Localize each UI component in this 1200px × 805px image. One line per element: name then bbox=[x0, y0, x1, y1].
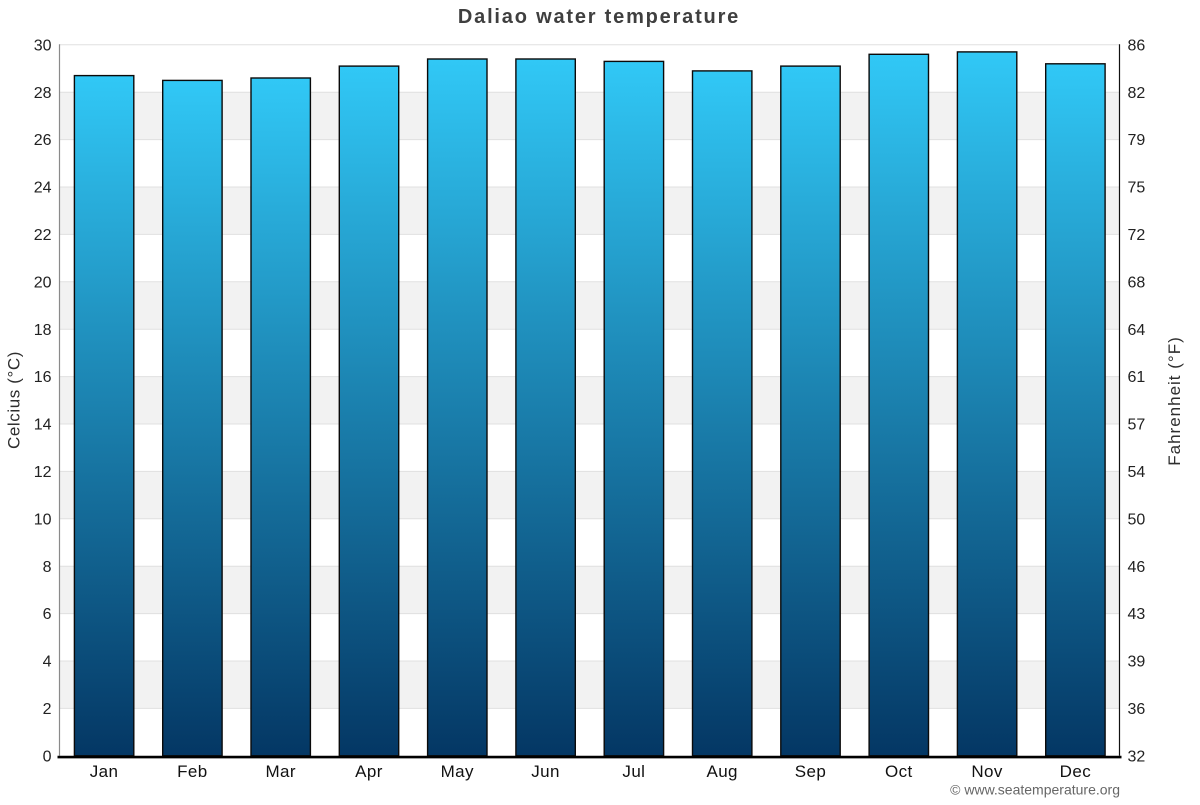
svg-text:50: 50 bbox=[1128, 511, 1146, 528]
svg-text:64: 64 bbox=[1128, 322, 1146, 339]
svg-text:36: 36 bbox=[1128, 701, 1146, 718]
svg-text:24: 24 bbox=[34, 180, 52, 197]
svg-text:Feb: Feb bbox=[177, 762, 208, 781]
svg-text:Fahrenheit (°F): Fahrenheit (°F) bbox=[1165, 336, 1184, 466]
svg-text:Jun: Jun bbox=[531, 762, 560, 781]
svg-text:6: 6 bbox=[43, 606, 52, 623]
svg-text:43: 43 bbox=[1128, 606, 1146, 623]
svg-text:8: 8 bbox=[43, 559, 52, 576]
svg-text:72: 72 bbox=[1128, 227, 1146, 244]
svg-text:© www.seatemperature.org: © www.seatemperature.org bbox=[950, 782, 1120, 798]
svg-text:Celcius (°C): Celcius (°C) bbox=[5, 351, 24, 449]
svg-text:Mar: Mar bbox=[265, 762, 295, 781]
svg-text:Dec: Dec bbox=[1060, 762, 1092, 781]
svg-text:Jan: Jan bbox=[90, 762, 119, 781]
svg-text:Nov: Nov bbox=[971, 762, 1003, 781]
svg-text:2: 2 bbox=[43, 701, 52, 718]
svg-text:82: 82 bbox=[1128, 85, 1146, 102]
svg-text:Apr: Apr bbox=[355, 762, 383, 781]
svg-text:10: 10 bbox=[34, 511, 52, 528]
svg-text:46: 46 bbox=[1128, 559, 1146, 576]
svg-text:39: 39 bbox=[1128, 654, 1146, 671]
svg-text:Oct: Oct bbox=[885, 762, 913, 781]
svg-text:57: 57 bbox=[1128, 417, 1146, 434]
svg-text:16: 16 bbox=[34, 369, 52, 386]
svg-text:32: 32 bbox=[1128, 748, 1146, 765]
svg-text:18: 18 bbox=[34, 322, 52, 339]
svg-text:30: 30 bbox=[34, 37, 52, 54]
svg-text:20: 20 bbox=[34, 274, 52, 291]
svg-text:75: 75 bbox=[1128, 180, 1146, 197]
svg-text:14: 14 bbox=[34, 417, 52, 434]
svg-text:86: 86 bbox=[1128, 37, 1146, 54]
svg-text:4: 4 bbox=[43, 654, 52, 671]
svg-text:26: 26 bbox=[34, 132, 52, 149]
svg-text:61: 61 bbox=[1128, 369, 1146, 386]
svg-text:12: 12 bbox=[34, 464, 52, 481]
svg-text:Jul: Jul bbox=[622, 762, 645, 781]
svg-text:54: 54 bbox=[1128, 464, 1146, 481]
svg-text:May: May bbox=[441, 762, 474, 781]
svg-text:0: 0 bbox=[43, 748, 52, 765]
svg-text:Aug: Aug bbox=[706, 762, 737, 781]
svg-text:68: 68 bbox=[1128, 274, 1146, 291]
svg-text:22: 22 bbox=[34, 227, 52, 244]
svg-text:Daliao water temperature: Daliao water temperature bbox=[458, 6, 740, 28]
svg-text:28: 28 bbox=[34, 85, 52, 102]
svg-text:Sep: Sep bbox=[795, 762, 826, 781]
svg-text:79: 79 bbox=[1128, 132, 1146, 149]
